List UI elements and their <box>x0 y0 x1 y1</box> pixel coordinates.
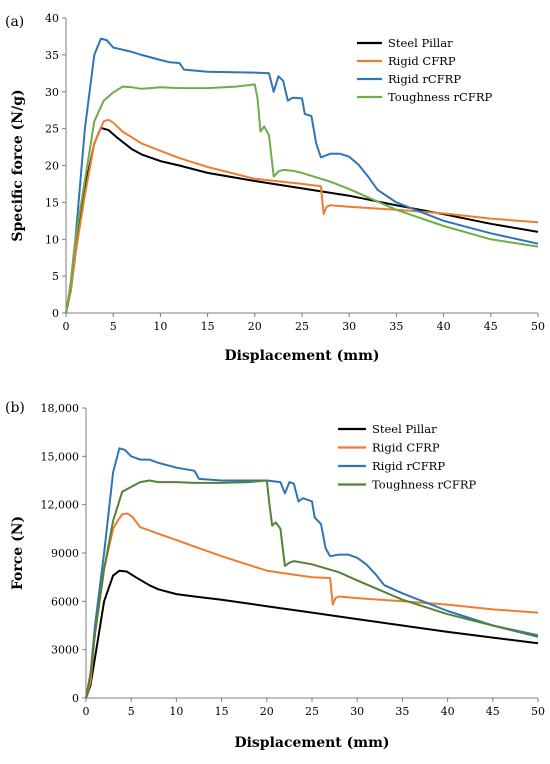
chart-panel-a: (a) 0 5 10 15 20 25 30 35 40 0 5 10 15 20 25 30 35 40 45 50 D… <box>5 12 545 364</box>
y-tick-label: 0 <box>72 692 79 705</box>
x-tick-label: 50 <box>531 320 545 333</box>
y-tick-label: 6000 <box>51 595 79 608</box>
y-tick-label: 40 <box>45 12 59 25</box>
y-tick-label: 30 <box>45 86 59 99</box>
x-tick-label: 45 <box>486 705 500 718</box>
x-tick-label: 40 <box>437 320 451 333</box>
y-tick-label: 20 <box>45 160 59 173</box>
y-tick-label: 0 <box>52 307 59 320</box>
x-tick-label: 30 <box>342 320 356 333</box>
series-line-toughness-rcfrp <box>85 479 539 699</box>
x-tick-label: 40 <box>441 705 455 718</box>
x-tick-label: 15 <box>201 320 215 333</box>
legend-label: Rigid rCFRP <box>372 459 445 473</box>
y-tick-label: 3000 <box>51 644 79 657</box>
x-axis-title: Displacement (mm) <box>224 348 379 364</box>
y-tick-label: 35 <box>45 49 59 62</box>
y-tick-label: 5 <box>52 270 59 283</box>
x-tick-label: 0 <box>83 705 90 718</box>
chart-panel-b: (b) 0 3000 6000 9000 12,000 15,000 18,000 0 5 10 15… <box>5 400 545 751</box>
y-axis-title: Force (N) <box>10 516 26 590</box>
series-line-rigid-cfrp <box>65 118 539 314</box>
x-tick-label: 45 <box>484 320 498 333</box>
legend-label: Steel Pillar <box>372 422 437 436</box>
legend-label: Rigid CFRP <box>388 54 456 68</box>
x-tick-label: 10 <box>153 320 167 333</box>
legend-label: Rigid rCFRP <box>388 72 461 86</box>
x-tick-label: 10 <box>169 705 183 718</box>
x-tick-label: 0 <box>63 320 70 333</box>
series-line-rigid-rcfrp <box>65 37 539 314</box>
legend: Steel Pillar Rigid CFRP Rigid rCFRP Toughne… <box>338 422 476 492</box>
series-line-toughness-rcfrp <box>65 83 539 314</box>
series-line-rigid-cfrp <box>85 512 539 699</box>
x-axis-title: Displacement (mm) <box>234 735 389 751</box>
legend-label: Toughness rCFRP <box>372 478 476 492</box>
x-tick-label: 35 <box>395 705 409 718</box>
series-line-steel-pillar <box>85 569 539 699</box>
y-tick-label: 18,000 <box>41 402 80 415</box>
x-tick-label: 25 <box>295 320 309 333</box>
x-tick-label: 30 <box>350 705 364 718</box>
y-tick-label: 12,000 <box>41 499 80 512</box>
panel-label: (b) <box>5 400 25 416</box>
x-tick-label: 20 <box>260 705 274 718</box>
y-axis-title: Specific force (N/g) <box>10 89 26 241</box>
x-tick-label: 15 <box>215 705 229 718</box>
x-tick-label: 5 <box>110 320 117 333</box>
x-tick-label: 20 <box>248 320 262 333</box>
x-tick-label: 35 <box>389 320 403 333</box>
legend-label: Rigid CFRP <box>372 441 440 455</box>
panel-label: (a) <box>5 14 24 30</box>
y-tick-label: 15,000 <box>41 450 80 463</box>
y-tick-label: 10 <box>45 233 59 246</box>
legend: Steel Pillar Rigid CFRP Rigid rCFRP Toughne… <box>357 36 492 104</box>
x-tick-label: 5 <box>128 705 135 718</box>
legend-label: Toughness rCFRP <box>388 90 492 104</box>
series-line-rigid-rcfrp <box>85 447 539 699</box>
x-tick-label: 25 <box>305 705 319 718</box>
y-tick-label: 25 <box>45 123 59 136</box>
legend-label: Steel Pillar <box>388 36 453 50</box>
x-tick-label: 50 <box>531 705 545 718</box>
y-tick-label: 9000 <box>51 547 79 560</box>
y-tick-label: 15 <box>45 196 59 209</box>
series-line-steel-pillar <box>65 126 539 314</box>
